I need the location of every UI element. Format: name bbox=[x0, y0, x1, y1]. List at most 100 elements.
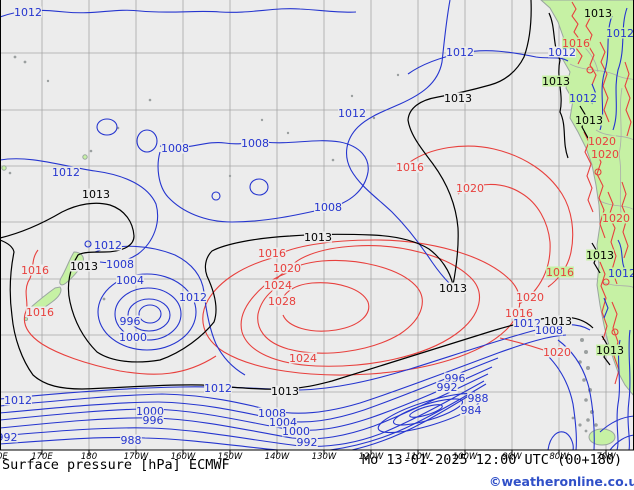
isobar-label-mask bbox=[396, 161, 424, 173]
isobar-value-label: 1012 bbox=[606, 27, 634, 40]
axis-tick-label: 130W bbox=[312, 452, 337, 462]
isobar-label-mask bbox=[446, 46, 474, 58]
isobar-label-mask bbox=[456, 182, 484, 194]
isobar-value-label: 1013 bbox=[542, 75, 570, 88]
isobar-value-label: 1012 bbox=[4, 394, 32, 407]
isobar-value-label: 1013 bbox=[575, 114, 603, 127]
isobar-label-mask bbox=[513, 317, 541, 329]
isobar-value-label: 1012 bbox=[569, 92, 597, 105]
isobar-1012-trough bbox=[345, 0, 451, 285]
isobar-label-mask bbox=[548, 46, 576, 58]
isobar-value-label: 1016 bbox=[505, 307, 533, 320]
isobar-label-mask bbox=[161, 142, 189, 154]
isobar-label-mask bbox=[516, 291, 544, 303]
isobar-value-label: 1016 bbox=[546, 266, 574, 279]
isobar-value-label: 1013 bbox=[304, 231, 332, 244]
isobar-label-mask bbox=[258, 407, 286, 419]
isobar-label-mask bbox=[591, 148, 619, 160]
isobar-1016-nz-arc bbox=[23, 249, 217, 375]
isobar-value-label: 1000 bbox=[119, 331, 147, 344]
isobar-labels-layer: 1012 1012 1012 1008 1004 996 1000 1012 1008 1008 1… bbox=[0, 6, 634, 449]
isobar-value-label: 1012 bbox=[14, 6, 42, 19]
isobar-label-mask bbox=[546, 266, 574, 278]
small-closed-contour bbox=[249, 178, 269, 196]
isobar-label-mask bbox=[535, 324, 563, 336]
low-ring-996 bbox=[138, 304, 162, 324]
south-america-landmass bbox=[540, 0, 634, 397]
small-island bbox=[1, 165, 7, 171]
isobar-label-mask bbox=[289, 352, 317, 364]
isobar-value-label: 1013 bbox=[70, 260, 98, 273]
isobar-label-mask bbox=[586, 249, 614, 261]
isobar-value-label: 1012 bbox=[52, 166, 80, 179]
isobar-1012-top bbox=[0, 8, 357, 18]
isobar-value-label: 1013 bbox=[439, 282, 467, 295]
isobar-label-mask bbox=[562, 37, 590, 49]
axis-tick-label: 120W bbox=[359, 452, 384, 462]
isobar-label-mask bbox=[136, 405, 164, 417]
isobar-label-mask bbox=[271, 385, 299, 397]
isobar-label-mask bbox=[584, 7, 612, 19]
isobar-value-label: 1016 bbox=[21, 264, 49, 277]
caption-strip bbox=[0, 450, 634, 490]
isobar-value-label: 992 bbox=[297, 436, 318, 449]
isobar-label-mask bbox=[338, 107, 366, 119]
isobar-value-label: 1024 bbox=[289, 352, 317, 365]
isobar-value-label: 1020 bbox=[543, 346, 571, 359]
isobar-value-label: 1020 bbox=[516, 291, 544, 304]
island-specks bbox=[8, 55, 588, 433]
isobar-value-label: 992 bbox=[437, 381, 458, 394]
isobar-1008-loop bbox=[157, 140, 369, 223]
isobar-1028-ring bbox=[281, 282, 370, 332]
isobar-label-mask bbox=[460, 404, 482, 416]
isobar-label-mask bbox=[116, 274, 144, 286]
isobar-1016-ridge-arc bbox=[409, 145, 574, 288]
isobar-value-label: 1016 bbox=[396, 161, 424, 174]
isobar-label-mask bbox=[119, 315, 141, 327]
isobar-value-label: 1012 bbox=[204, 382, 232, 395]
isobar-value-label: 1024 bbox=[264, 279, 292, 292]
isobar-value-label: 1013 bbox=[596, 344, 624, 357]
isobar-label-mask bbox=[21, 264, 49, 276]
isobar-value-label: 984 bbox=[461, 404, 482, 417]
isobar-label-mask bbox=[282, 425, 310, 437]
isobar-label-mask bbox=[258, 247, 286, 259]
isobar-value-label: 992 bbox=[0, 431, 18, 444]
small-closed-contour bbox=[84, 240, 92, 248]
isobar-value-label: 1020 bbox=[273, 262, 301, 275]
isobar-value-label: 1008 bbox=[314, 201, 342, 214]
isobar-label-mask bbox=[273, 262, 301, 274]
isobar-label-mask bbox=[82, 188, 110, 200]
isobar-label-mask bbox=[269, 416, 297, 428]
isobar-label-mask bbox=[542, 75, 570, 87]
isobar-1020-ring bbox=[240, 245, 480, 367]
isobar-label-mask bbox=[119, 331, 147, 343]
isobar-value-label: 1004 bbox=[116, 274, 144, 287]
isobar-1016-ring bbox=[202, 239, 521, 376]
isobar-value-label: 1008 bbox=[241, 137, 269, 150]
isobar-value-label: 1008 bbox=[161, 142, 189, 155]
isobar-label-mask bbox=[608, 267, 634, 279]
low-ring-1000 bbox=[127, 298, 171, 332]
isobar-value-label: 1016 bbox=[258, 247, 286, 260]
isobar-1012-east-west bbox=[407, 50, 569, 75]
isobar-label-mask bbox=[436, 381, 458, 393]
isobar-value-label: 996 bbox=[143, 414, 164, 427]
longitude-axis: 160E 170E 180 170W 160W 150W 140W 130W 120W 110W 1… bbox=[0, 450, 616, 462]
small-island bbox=[82, 154, 88, 160]
axis-tick-label: 90W bbox=[502, 452, 522, 462]
isobar-label-mask bbox=[268, 295, 296, 307]
isobar-value-label: 1000 bbox=[282, 425, 310, 438]
isobar-value-label: 1016 bbox=[26, 306, 54, 319]
isobar-value-label: 988 bbox=[121, 434, 142, 447]
axis-tick-label: 180 bbox=[81, 452, 97, 462]
isobar-value-label: 1012 bbox=[446, 46, 474, 59]
valid-time-label: Mo 13-01-2025 12:00 UTC (00+180) bbox=[362, 452, 622, 468]
isobar-label-mask bbox=[52, 166, 80, 178]
isobar-label-mask bbox=[94, 239, 122, 251]
isobar-value-label: 1012 bbox=[513, 317, 541, 330]
isobar-value-label: 1012 bbox=[179, 291, 207, 304]
isobar-label-mask bbox=[304, 231, 332, 243]
